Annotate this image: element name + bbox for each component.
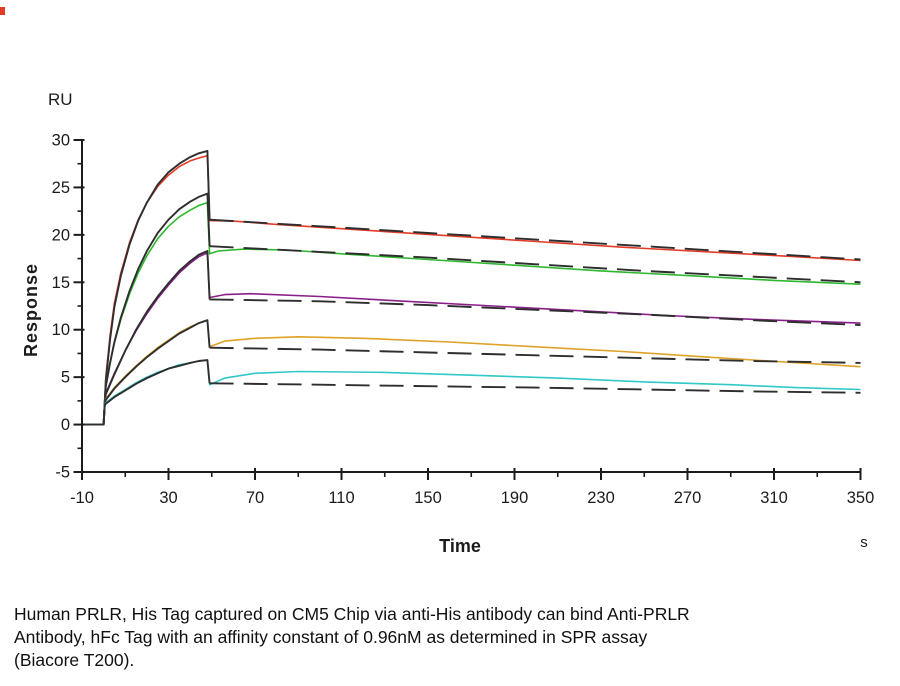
x-tick-label: 310 <box>760 489 788 507</box>
y-tick-label: 10 <box>52 321 70 339</box>
axes-layer <box>73 139 862 480</box>
axis-lines <box>81 140 861 473</box>
y-tick-label: 20 <box>52 226 70 244</box>
sensorgram-curve-cyan-lowest-concentration <box>82 359 861 426</box>
fit-dissociation-purple-concentration-3 <box>209 298 861 326</box>
x-axis-title: Time <box>439 536 481 556</box>
y-axis-title: Response <box>21 263 41 357</box>
x-tick-label: 150 <box>414 489 442 507</box>
y-tick-label: -5 <box>55 464 70 482</box>
fit-dissociation-red-highest-concentration <box>209 218 861 261</box>
sensorgram-curve-orange-concentration-4 <box>82 319 861 426</box>
x-axis-unit-label: s <box>860 534 868 551</box>
fit-association-red-highest-concentration <box>82 149 211 426</box>
caption-line-2: Antibody, hFc Tag with an affinity const… <box>14 626 648 647</box>
x-tick-label: 110 <box>328 489 354 507</box>
fit-association-purple-concentration-3 <box>82 250 211 426</box>
tick-labels-layer: -10 30 70 110 150 190 230 270 310 350 -5 0 5 10 15 20 25… <box>52 132 875 508</box>
x-tick-label: 270 <box>674 489 702 507</box>
y-tick-label: 25 <box>52 179 70 197</box>
x-tick-label: 190 <box>501 489 529 507</box>
figure-caption: Human PRLR, His Tag captured on CM5 Chip… <box>14 603 886 671</box>
y-tick-label: 0 <box>61 416 70 434</box>
y-tick-label: 30 <box>52 132 70 150</box>
fit-association-orange-concentration-4 <box>82 319 211 426</box>
x-tick-label: 70 <box>246 489 264 507</box>
x-tick-label: -10 <box>70 489 94 507</box>
screenshot-artifact-mark <box>0 7 5 15</box>
caption-line-1: Human PRLR, His Tag captured on CM5 Chip… <box>14 604 690 624</box>
y-tick-label: 15 <box>52 274 70 292</box>
fit-dissociation-green-concentration-2 <box>209 245 861 284</box>
sensorgram-chart: -10 30 70 110 150 190 230 270 310 350 -5 0 5 10 15 20 25… <box>21 90 875 556</box>
sensorgram-curve-green-concentration-2 <box>82 201 861 426</box>
y-axis-unit-label: RU <box>48 90 73 109</box>
y-tick-label: 5 <box>61 369 70 387</box>
fit-association-green-concentration-2 <box>82 192 211 426</box>
fit-dissociation-cyan-lowest-concentration <box>209 382 861 394</box>
caption-line-3: (Biacore T200). <box>14 649 135 670</box>
fit-dissociation-orange-concentration-4 <box>209 346 861 364</box>
curves-layer <box>82 149 861 426</box>
fit-association-cyan-lowest-concentration <box>82 359 211 426</box>
x-tick-label: 30 <box>159 489 177 507</box>
x-tick-label: 350 <box>847 489 875 507</box>
x-tick-label: 230 <box>587 489 615 507</box>
